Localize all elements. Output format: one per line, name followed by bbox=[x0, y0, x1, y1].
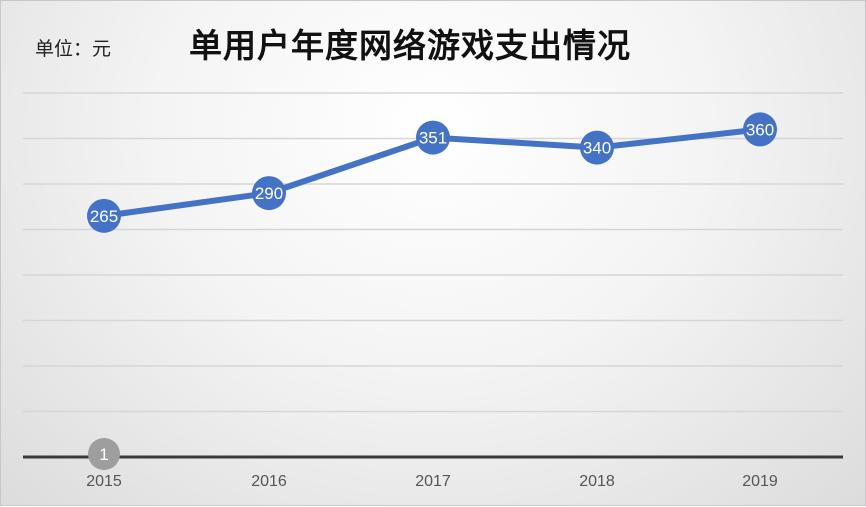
data-point: 360 bbox=[743, 112, 777, 147]
data-point-marker bbox=[87, 198, 121, 233]
data-point-marker bbox=[416, 120, 450, 155]
data-point: 340 bbox=[580, 130, 614, 165]
data-label: 265 bbox=[90, 207, 118, 226]
data-point-marker bbox=[252, 176, 286, 211]
chart-title: 单用户年度网络游戏支出情况 bbox=[189, 26, 631, 65]
unit-label: 单位：元 bbox=[35, 38, 112, 60]
data-point-marker bbox=[580, 130, 614, 165]
badge-label: 1 bbox=[99, 445, 108, 464]
data-point-marker bbox=[743, 112, 777, 147]
data-label: 351 bbox=[419, 129, 447, 148]
x-tick-label: 2016 bbox=[251, 473, 287, 490]
x-tick-label: 2019 bbox=[742, 473, 778, 490]
data-point: 351 bbox=[416, 120, 450, 155]
category-badge: 1 bbox=[88, 438, 120, 470]
x-tick-label: 2017 bbox=[415, 473, 451, 490]
badge-circle bbox=[88, 438, 120, 470]
data-label: 290 bbox=[255, 184, 283, 203]
data-label: 360 bbox=[746, 120, 774, 139]
data-label: 340 bbox=[583, 139, 611, 158]
data-point: 265 bbox=[87, 198, 121, 233]
x-tick-label: 2018 bbox=[579, 473, 615, 490]
data-point: 290 bbox=[252, 176, 286, 211]
x-tick-label: 2015 bbox=[86, 473, 122, 490]
